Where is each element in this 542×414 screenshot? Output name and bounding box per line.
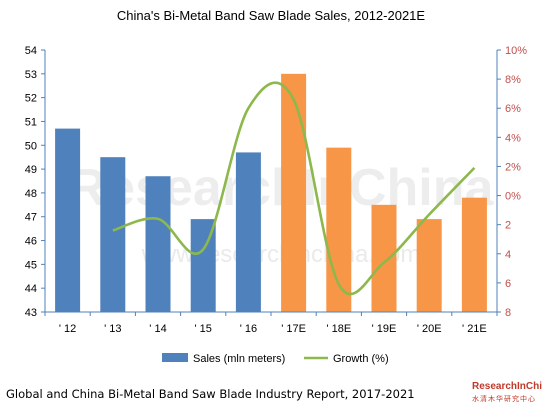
sales-bar [100,157,126,312]
footer-text: Global and China Bi-Metal Band Saw Blade… [6,387,415,401]
x-tick-label: ' 14 [149,323,166,335]
x-tick-label: ' 12 [59,323,76,335]
left-tick-label: 51 [25,116,37,128]
left-tick-label: 46 [25,236,37,248]
growth-line-layer [112,81,476,296]
x-tick-label: ' 20E [417,323,442,335]
left-tick-label: 43 [25,307,37,319]
left-tick-label: 53 [25,69,37,81]
logo-sub: 水清木华研究中心 [472,396,536,403]
legend-sales-swatch [162,353,188,362]
left-tick-label: 44 [25,283,37,295]
legend-sales-label: Sales (mln meters) [193,353,285,365]
sales-bar [326,147,352,312]
right-tick-label: 8% [505,74,521,86]
sales-bar [281,73,307,313]
legend-growth-label: Growth (%) [333,353,389,365]
legend: Sales (mln meters) Growth (%) [162,353,389,365]
left-tick-label: 52 [25,93,37,105]
logo-main: ResearchInChina [472,381,542,392]
sales-bar [55,128,81,312]
left-tick-label: 45 [25,259,37,271]
x-tick-label: ' 16 [240,323,257,335]
sales-bar [416,219,442,312]
growth-line [112,81,476,296]
right-tick-label: 4% [505,132,521,144]
left-tick-label: 49 [25,164,37,176]
right-tick-label: 6% [505,103,521,115]
right-tick-label: 2 [505,220,511,232]
x-tick-label: ' 17E [281,323,306,335]
axes-layer: 43 44 45 46 47 48 49 50 51 52 53 54 8 6 4 2 0% 2% 4% 6% 8% 10… [25,45,527,335]
right-tick-label: 6 [505,278,511,290]
right-tick-label: 2% [505,161,521,173]
right-tick-label: 10% [505,45,527,57]
right-tick-label: 4 [505,249,511,261]
x-tick-label: ' 18E [326,323,351,335]
x-tick-label: ' 19E [372,323,397,335]
sales-bar [461,197,487,312]
sales-bar [145,176,171,312]
left-tick-label: 54 [25,45,37,57]
left-tick-label: 50 [25,140,37,152]
researchinchina-logo: ResearchInChina 水清木华研究中心 [472,381,542,409]
sales-bar [371,204,397,312]
x-tick-label: ' 21E [462,323,487,335]
x-tick-label: ' 13 [104,323,121,335]
right-tick-label: 8 [505,307,511,319]
chart-title: China's Bi-Metal Band Saw Blade Sales, 2… [116,8,426,23]
sales-bar [235,152,261,312]
right-tick-label: 0% [505,191,521,203]
left-tick-label: 48 [25,188,37,200]
x-tick-label: ' 15 [194,323,211,335]
left-tick-label: 47 [25,212,37,224]
bars-layer [55,73,487,313]
